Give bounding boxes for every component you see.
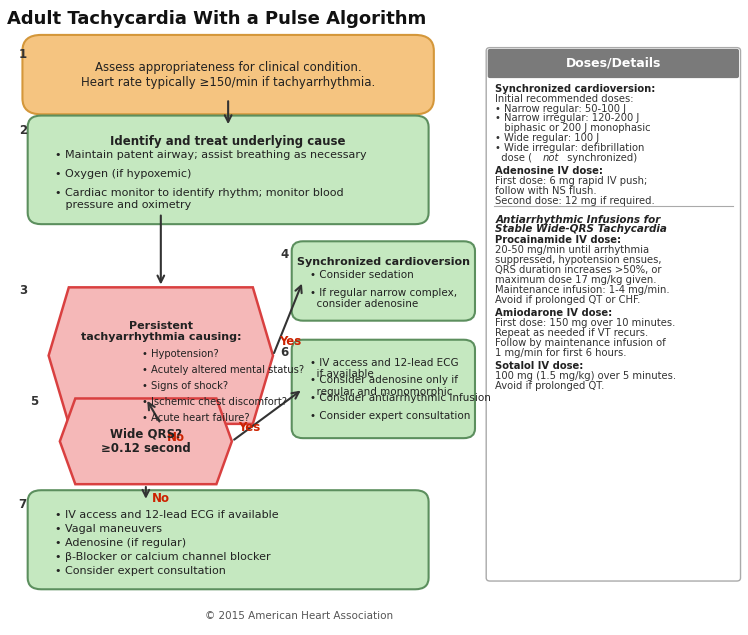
- Text: First dose: 150 mg over 10 minutes.: First dose: 150 mg over 10 minutes.: [495, 318, 675, 328]
- Text: Procainamide IV dose:: Procainamide IV dose:: [495, 236, 622, 246]
- Text: Adult Tachycardia With a Pulse Algorithm: Adult Tachycardia With a Pulse Algorithm: [7, 10, 426, 27]
- Text: • Narrow irregular: 120-200 J: • Narrow irregular: 120-200 J: [495, 113, 640, 123]
- Text: • Consider sedation: • Consider sedation: [310, 270, 414, 280]
- Text: Persistent
tachyarrhythmia causing:: Persistent tachyarrhythmia causing:: [81, 321, 241, 342]
- Text: QRS duration increases >50%, or: QRS duration increases >50%, or: [495, 265, 662, 275]
- FancyBboxPatch shape: [28, 490, 429, 589]
- Text: Wide QRS?
≥0.12 second: Wide QRS? ≥0.12 second: [101, 427, 191, 455]
- Text: • Acutely altered mental status?: • Acutely altered mental status?: [142, 365, 304, 375]
- Text: suppressed, hypotension ensues,: suppressed, hypotension ensues,: [495, 255, 662, 265]
- Text: dose (: dose (: [495, 152, 532, 163]
- Text: • Signs of shock?: • Signs of shock?: [142, 381, 228, 391]
- Text: Stable Wide-QRS Tachycardia: Stable Wide-QRS Tachycardia: [495, 224, 667, 234]
- Text: • Vagal maneuvers: • Vagal maneuvers: [55, 524, 162, 534]
- Text: • Consider expert consultation: • Consider expert consultation: [310, 411, 470, 421]
- Text: follow with NS flush.: follow with NS flush.: [495, 186, 597, 196]
- Text: Yes: Yes: [279, 335, 301, 348]
- FancyBboxPatch shape: [292, 340, 475, 438]
- Text: • β-Blocker or calcium channel blocker: • β-Blocker or calcium channel blocker: [55, 552, 270, 562]
- Text: 7: 7: [19, 498, 27, 511]
- Text: • Acute heart failure?: • Acute heart failure?: [142, 413, 250, 423]
- Text: • Maintain patent airway; assist breathing as necessary: • Maintain patent airway; assist breathi…: [55, 150, 367, 160]
- Text: 1 mg/min for first 6 hours.: 1 mg/min for first 6 hours.: [495, 347, 627, 358]
- FancyBboxPatch shape: [292, 241, 475, 321]
- Text: 3: 3: [19, 284, 27, 297]
- Text: First dose: 6 mg rapid IV push;: First dose: 6 mg rapid IV push;: [495, 176, 648, 186]
- Text: Maintenance infusion: 1-4 mg/min.: Maintenance infusion: 1-4 mg/min.: [495, 284, 669, 295]
- Text: • Narrow regular: 50-100 J: • Narrow regular: 50-100 J: [495, 104, 626, 114]
- Text: Follow by maintenance infusion of: Follow by maintenance infusion of: [495, 338, 666, 348]
- Text: • Ischemic chest discomfort?: • Ischemic chest discomfort?: [142, 397, 287, 407]
- Text: 100 mg (1.5 mg/kg) over 5 minutes.: 100 mg (1.5 mg/kg) over 5 minutes.: [495, 371, 676, 381]
- Text: Initial recommended doses:: Initial recommended doses:: [495, 94, 634, 104]
- Text: • Consider antiarrhythmic infusion: • Consider antiarrhythmic infusion: [310, 393, 491, 403]
- Text: 1: 1: [19, 48, 27, 60]
- Text: • Oxygen (if hypoxemic): • Oxygen (if hypoxemic): [55, 169, 191, 179]
- Text: biphasic or 200 J monophasic: biphasic or 200 J monophasic: [495, 123, 651, 133]
- Text: 5: 5: [30, 395, 38, 408]
- Text: Amiodarone IV dose:: Amiodarone IV dose:: [495, 308, 613, 318]
- Text: • Adenosine (if regular): • Adenosine (if regular): [55, 538, 186, 548]
- Polygon shape: [60, 399, 232, 484]
- Text: • Cardiac monitor to identify rhythm; monitor blood
   pressure and oximetry: • Cardiac monitor to identify rhythm; mo…: [55, 188, 343, 210]
- Text: Identify and treat underlying cause: Identify and treat underlying cause: [111, 135, 346, 147]
- Text: Avoid if prolonged QT or CHF.: Avoid if prolonged QT or CHF.: [495, 295, 640, 305]
- Text: 4: 4: [280, 248, 289, 260]
- Text: Synchronized cardioversion: Synchronized cardioversion: [297, 257, 470, 267]
- Text: Synchronized cardioversion:: Synchronized cardioversion:: [495, 84, 655, 94]
- Text: • If regular narrow complex,
  consider adenosine: • If regular narrow complex, consider ad…: [310, 288, 458, 309]
- Text: Assess appropriateness for clinical condition.
Heart rate typically ≥150/min if : Assess appropriateness for clinical cond…: [81, 60, 375, 89]
- FancyBboxPatch shape: [486, 48, 741, 581]
- Text: maximum dose 17 mg/kg given.: maximum dose 17 mg/kg given.: [495, 275, 657, 285]
- Text: synchronized): synchronized): [564, 152, 637, 163]
- Text: • Consider adenosine only if
  regular and monomorphic: • Consider adenosine only if regular and…: [310, 375, 459, 397]
- Text: No: No: [167, 432, 185, 444]
- Text: • IV access and 12-lead ECG if available: • IV access and 12-lead ECG if available: [55, 510, 278, 520]
- Text: 2: 2: [19, 124, 27, 137]
- Text: • IV access and 12-lead ECG
  if available: • IV access and 12-lead ECG if available: [310, 358, 459, 379]
- Text: 6: 6: [280, 346, 289, 359]
- Text: • Wide irregular: defibrillation: • Wide irregular: defibrillation: [495, 143, 645, 153]
- FancyBboxPatch shape: [28, 116, 429, 224]
- Text: Doses/Details: Doses/Details: [565, 57, 661, 70]
- FancyBboxPatch shape: [488, 49, 739, 78]
- Text: Avoid if prolonged QT.: Avoid if prolonged QT.: [495, 381, 604, 391]
- FancyBboxPatch shape: [22, 35, 434, 114]
- Text: Adenosine IV dose:: Adenosine IV dose:: [495, 166, 603, 177]
- Text: Second dose: 12 mg if required.: Second dose: 12 mg if required.: [495, 196, 655, 206]
- Text: Antiarrhythmic Infusions for: Antiarrhythmic Infusions for: [495, 215, 660, 225]
- Text: © 2015 American Heart Association: © 2015 American Heart Association: [205, 611, 393, 621]
- Text: No: No: [152, 491, 170, 505]
- Text: 20-50 mg/min until arrhythmia: 20-50 mg/min until arrhythmia: [495, 245, 649, 255]
- Text: Yes: Yes: [238, 421, 260, 434]
- Text: • Consider expert consultation: • Consider expert consultation: [55, 566, 225, 576]
- Polygon shape: [49, 287, 273, 424]
- Text: Sotalol IV dose:: Sotalol IV dose:: [495, 361, 583, 371]
- Text: Repeat as needed if VT recurs.: Repeat as needed if VT recurs.: [495, 328, 649, 338]
- Text: not: not: [542, 152, 559, 163]
- Text: • Wide regular: 100 J: • Wide regular: 100 J: [495, 133, 599, 143]
- Text: • Hypotension?: • Hypotension?: [142, 349, 219, 359]
